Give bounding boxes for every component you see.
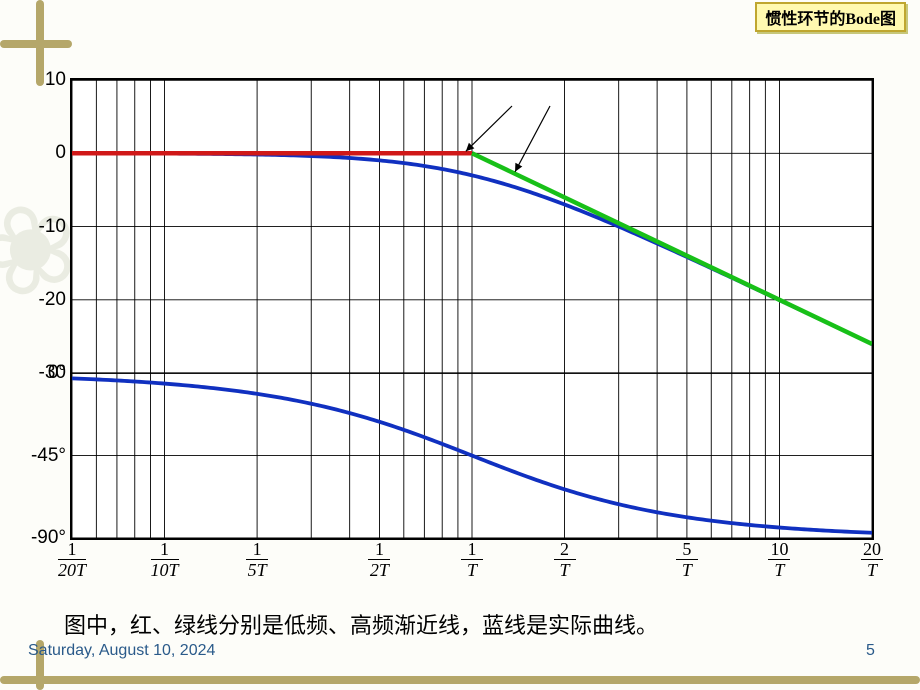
y-tick-label: -45° (31, 445, 72, 467)
x-tick-label: 15T (246, 538, 268, 579)
x-tick-label: 5T (676, 538, 698, 579)
x-tick-label: 1T (461, 538, 483, 579)
y-tick-label: 0° (48, 362, 72, 384)
x-tick-label: 2T (554, 538, 576, 579)
x-tick-label: 120T (58, 538, 86, 579)
x-tick-label: 12T (368, 538, 390, 579)
x-tick-label: 10T (768, 538, 790, 579)
caption: 图中，红、绿线分别是低频、高频渐近线，蓝线是实际曲线。 (64, 608, 658, 640)
y-tick-label: -10 (39, 216, 72, 238)
x-tick-label: 20T (861, 538, 883, 579)
x-tick-label: 110T (151, 538, 179, 579)
date: Saturday, August 10, 2024 (28, 642, 215, 660)
y-tick-label: 10 (45, 69, 72, 91)
y-tick-label: -20 (39, 289, 72, 311)
banner-text: 惯性环节的Bode图 (765, 11, 896, 28)
bode-chart: 100-10-20-300°-45°-90°120T110T15T12T1T2T… (70, 78, 874, 540)
page-number: 5 (866, 642, 875, 660)
y-tick-label: 0 (55, 142, 72, 164)
title-banner: 惯性环节的Bode图 (755, 2, 906, 32)
